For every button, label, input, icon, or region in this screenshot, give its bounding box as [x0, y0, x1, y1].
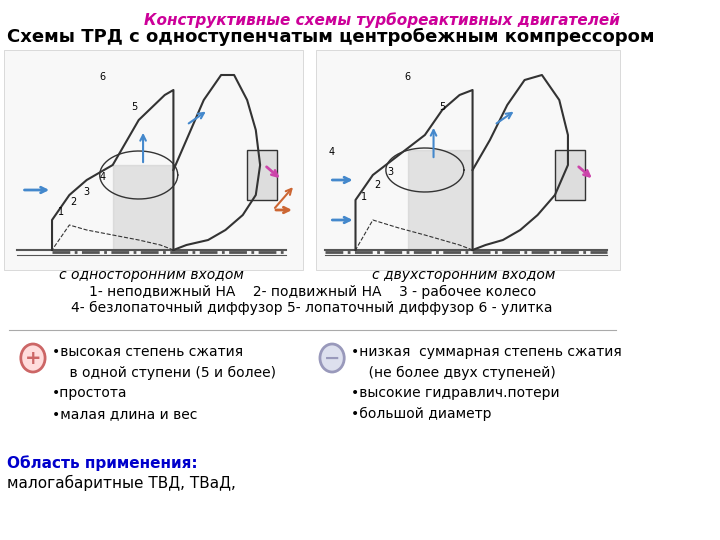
Text: •низкая  суммарная степень сжатия
    (не более двух ступеней)
•высокие гидравли: •низкая суммарная степень сжатия (не бол… [351, 345, 622, 421]
Bar [555, 150, 585, 200]
Text: 3: 3 [387, 167, 393, 177]
Text: 1: 1 [58, 207, 64, 217]
Text: малогабаритные ТВД, ТВаД,: малогабаритные ТВД, ТВаД, [7, 475, 236, 491]
Text: −: − [324, 348, 341, 368]
Text: 6: 6 [99, 72, 105, 82]
Text: 5: 5 [439, 102, 446, 112]
FancyBboxPatch shape [4, 50, 303, 270]
Polygon shape [408, 150, 472, 250]
Text: с двухсторонним входом: с двухсторонним входом [372, 268, 556, 282]
Text: 5: 5 [131, 102, 138, 112]
Text: Конструктивные схемы турбореактивных двигателей: Конструктивные схемы турбореактивных дви… [144, 12, 620, 28]
Text: 4: 4 [99, 172, 105, 182]
Text: 2: 2 [374, 180, 380, 190]
Circle shape [320, 344, 344, 372]
FancyBboxPatch shape [317, 50, 620, 270]
Text: 4: 4 [328, 147, 334, 157]
Text: Область применения:: Область применения: [7, 455, 197, 471]
Text: 1: 1 [361, 192, 367, 202]
Polygon shape [113, 165, 174, 250]
Text: 6: 6 [405, 72, 410, 82]
Text: Схемы ТРД с одноступенчатым центробежным компрессором: Схемы ТРД с одноступенчатым центробежным… [7, 28, 654, 46]
Bar [247, 150, 277, 200]
Text: 2: 2 [71, 197, 77, 207]
Circle shape [21, 344, 45, 372]
FancyArrowPatch shape [275, 189, 292, 208]
Text: 1- неподвижный НА    2- подвижный НА    3 - рабочее колесо
4- безлопаточный дифф: 1- неподвижный НА 2- подвижный НА 3 - ра… [71, 285, 553, 315]
Text: с односторонним входом: с односторонним входом [59, 268, 244, 282]
Text: 3: 3 [84, 187, 90, 197]
Text: +: + [24, 348, 41, 368]
Text: •высокая степень сжатия
    в одной ступени (5 и более)
•простота
•малая длина и: •высокая степень сжатия в одной ступени … [52, 345, 276, 421]
